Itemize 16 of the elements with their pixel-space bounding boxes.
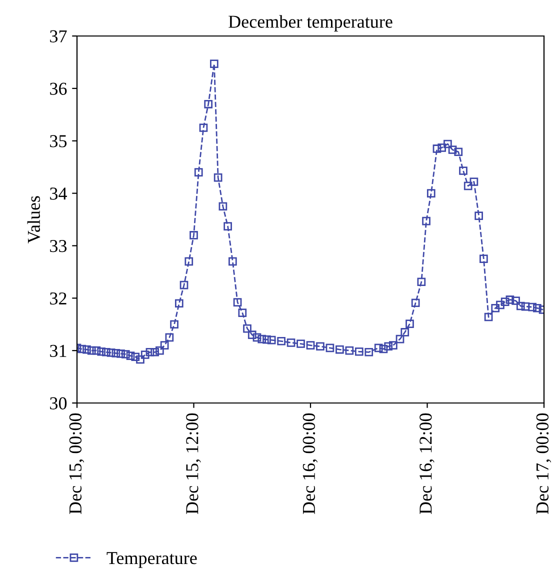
x-tick-label: Dec 16, 12:00 [420,413,434,514]
x-tick-label: Dec 15, 00:00 [69,413,84,514]
legend-label: Temperature [106,552,197,568]
y-tick-label: 34 [50,188,67,200]
x-tick-label: Dec 16, 00:00 [302,413,318,514]
y-tick-label: 32 [50,292,66,305]
y-tick-label: 33 [50,240,67,252]
y-tick-label: 35 [50,135,67,148]
chart-title: December temperature [228,15,392,32]
y-tick-label: 37 [50,30,67,42]
x-tick-label: Dec 17, 00:00 [536,413,552,514]
y-tick-label: 31 [50,344,66,358]
y-tick-label: 36 [50,82,67,95]
x-tick-label: Dec 15, 12:00 [186,413,201,514]
y-axis-title: Values [27,196,40,244]
y-tick-label: 30 [50,397,67,410]
